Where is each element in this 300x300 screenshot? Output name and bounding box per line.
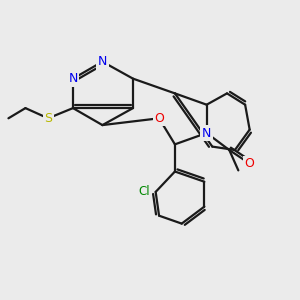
Text: Cl: Cl (139, 185, 150, 198)
Text: N: N (68, 72, 78, 85)
Text: O: O (245, 157, 255, 170)
Text: N: N (202, 127, 211, 140)
Text: N: N (98, 55, 107, 68)
Text: S: S (44, 112, 52, 125)
Text: O: O (154, 112, 164, 125)
